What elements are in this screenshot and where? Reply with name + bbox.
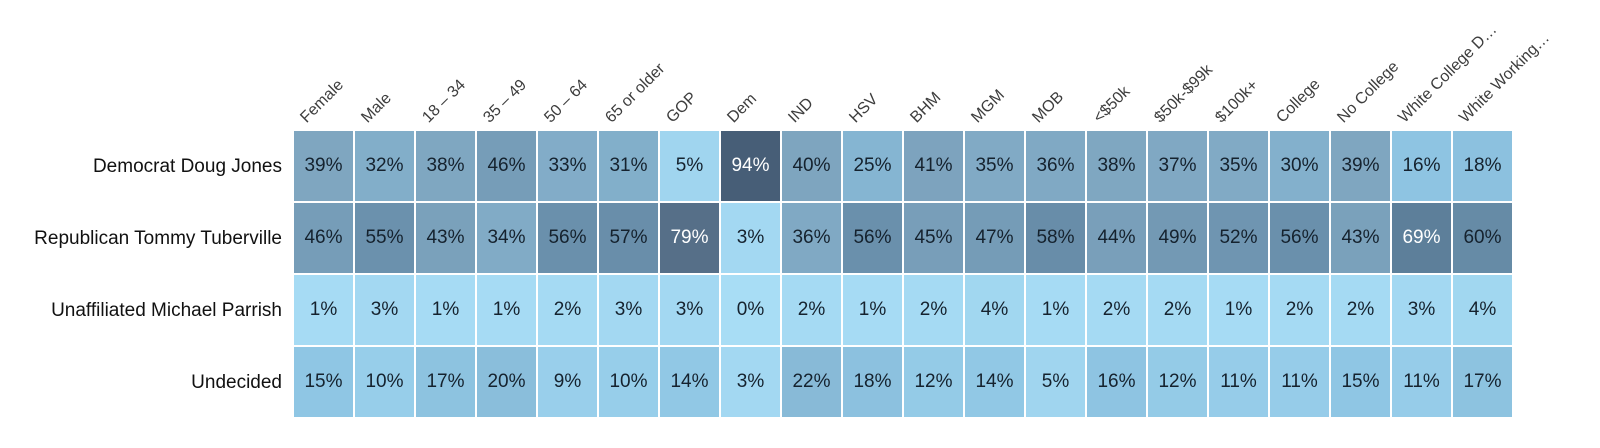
heatmap-cell: 3% xyxy=(599,275,658,345)
heatmap-cell: 16% xyxy=(1087,347,1146,417)
heatmap-cell: 5% xyxy=(660,131,719,201)
heatmap-cell: 0% xyxy=(721,275,780,345)
heatmap-grid: 39% 32% 38% 46% 33% 31% 5% 94% 40% 25% 41% 35% 36% 38… xyxy=(294,131,1512,417)
heatmap-cell: 2% xyxy=(782,275,841,345)
heatmap-cell: 56% xyxy=(1270,203,1329,273)
heatmap-cell: 2% xyxy=(1270,275,1329,345)
heatmap-cell: 30% xyxy=(1270,131,1329,201)
heatmap-cell: 60% xyxy=(1453,203,1512,273)
heatmap-cell: 15% xyxy=(294,347,353,417)
heatmap-cell: 38% xyxy=(1087,131,1146,201)
heatmap-cell: 2% xyxy=(538,275,597,345)
heatmap-cell: 2% xyxy=(1331,275,1390,345)
heatmap-cell: 69% xyxy=(1392,203,1451,273)
heatmap-cell: 3% xyxy=(355,275,414,345)
heatmap-cell: 43% xyxy=(416,203,475,273)
heatmap-cell: 40% xyxy=(782,131,841,201)
heatmap-cell: 12% xyxy=(904,347,963,417)
heatmap-cell: 1% xyxy=(1026,275,1085,345)
heatmap-cell: 16% xyxy=(1392,131,1451,201)
heatmap-cell: 44% xyxy=(1087,203,1146,273)
heatmap-cell: 33% xyxy=(538,131,597,201)
row-label: Unaffiliated Michael Parrish xyxy=(51,300,282,321)
heatmap-cell: 25% xyxy=(843,131,902,201)
heatmap-cell: 20% xyxy=(477,347,536,417)
heatmap-cell: 1% xyxy=(416,275,475,345)
heatmap-cell: 1% xyxy=(1209,275,1268,345)
heatmap-cell: 39% xyxy=(1331,131,1390,201)
heatmap-cell: 15% xyxy=(1331,347,1390,417)
row-label: Republican Tommy Tuberville xyxy=(34,228,282,249)
heatmap-cell: 11% xyxy=(1270,347,1329,417)
heatmap-cell: 35% xyxy=(1209,131,1268,201)
heatmap-cell: 3% xyxy=(721,203,780,273)
heatmap-cell: 14% xyxy=(660,347,719,417)
heatmap-cell: 36% xyxy=(1026,131,1085,201)
heatmap-cell: 39% xyxy=(294,131,353,201)
heatmap-cell: 10% xyxy=(599,347,658,417)
heatmap-cell: 3% xyxy=(721,347,780,417)
heatmap-cell: 47% xyxy=(965,203,1024,273)
heatmap-cell: 94% xyxy=(721,131,780,201)
heatmap-cell: 10% xyxy=(355,347,414,417)
heatmap-cell: 18% xyxy=(1453,131,1512,201)
heatmap-cell: 45% xyxy=(904,203,963,273)
heatmap-cell: 32% xyxy=(355,131,414,201)
row-label: Democrat Doug Jones xyxy=(92,156,282,177)
heatmap-cell: 56% xyxy=(843,203,902,273)
heatmap-cell: 46% xyxy=(477,131,536,201)
heatmap-cell: 11% xyxy=(1392,347,1451,417)
heatmap-cell: 17% xyxy=(1453,347,1512,417)
heatmap-cell: 18% xyxy=(843,347,902,417)
heatmap-cell: 2% xyxy=(1087,275,1146,345)
heatmap-cell: 2% xyxy=(904,275,963,345)
heatmap-cell: 49% xyxy=(1148,203,1207,273)
heatmap-cell: 52% xyxy=(1209,203,1268,273)
row-label: Undecided xyxy=(191,372,282,393)
heatmap-cell: 55% xyxy=(355,203,414,273)
heatmap-cell: 4% xyxy=(1453,275,1512,345)
heatmap-cell: 2% xyxy=(1148,275,1207,345)
heatmap-cell: 9% xyxy=(538,347,597,417)
heatmap-cell: 22% xyxy=(782,347,841,417)
heatmap-cell: 36% xyxy=(782,203,841,273)
heatmap-cell: 4% xyxy=(965,275,1024,345)
heatmap-cell: 56% xyxy=(538,203,597,273)
heatmap-cell: 43% xyxy=(1331,203,1390,273)
heatmap-cell: 3% xyxy=(1392,275,1451,345)
heatmap-cell: 57% xyxy=(599,203,658,273)
heatmap-cell: 14% xyxy=(965,347,1024,417)
heatmap-cell: 1% xyxy=(843,275,902,345)
heatmap-cell: 3% xyxy=(660,275,719,345)
heatmap-cell: 79% xyxy=(660,203,719,273)
heatmap-cell: 38% xyxy=(416,131,475,201)
heatmap-cell: 41% xyxy=(904,131,963,201)
heatmap-cell: 58% xyxy=(1026,203,1085,273)
heatmap-cell: 34% xyxy=(477,203,536,273)
heatmap-cell: 11% xyxy=(1209,347,1268,417)
heatmap-cell: 1% xyxy=(477,275,536,345)
heatmap-cell: 46% xyxy=(294,203,353,273)
heatmap-cell: 17% xyxy=(416,347,475,417)
heatmap-cell: 31% xyxy=(599,131,658,201)
heatmap-cell: 12% xyxy=(1148,347,1207,417)
heatmap-cell: 35% xyxy=(965,131,1024,201)
heatmap-cell: 37% xyxy=(1148,131,1207,201)
heatmap-cell: 5% xyxy=(1026,347,1085,417)
heatmap-cell: 1% xyxy=(294,275,353,345)
